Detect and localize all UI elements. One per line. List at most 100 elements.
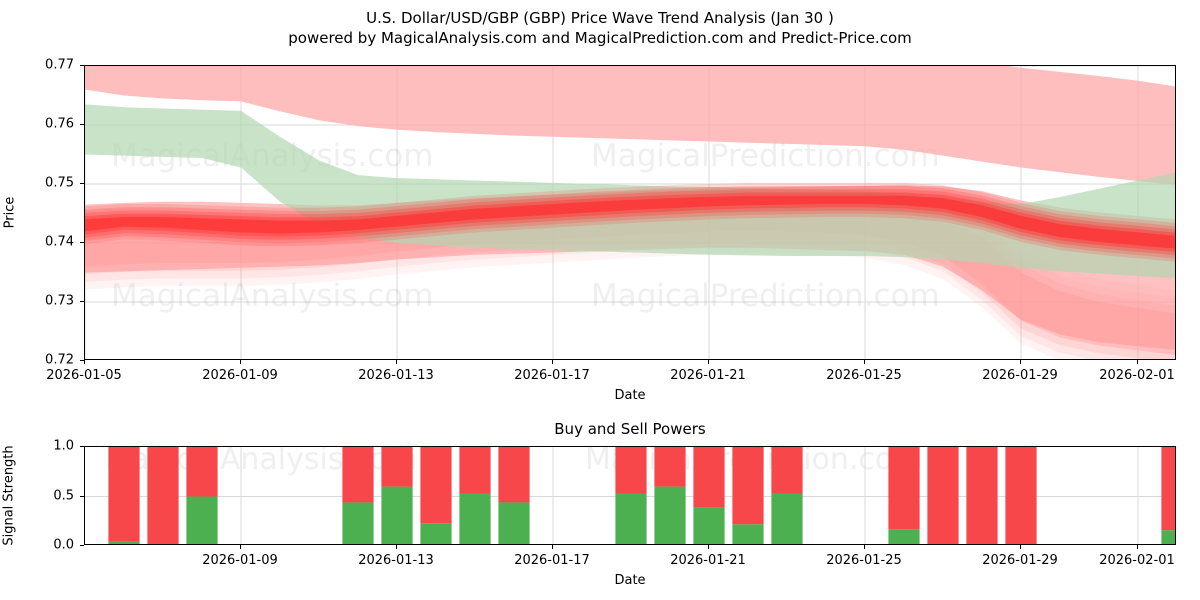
price-x-tick-label: 2026-01-25 xyxy=(826,368,902,383)
bar-segment-buy xyxy=(732,524,764,544)
bar-segment-sell xyxy=(732,447,764,525)
bar-group xyxy=(147,447,179,544)
price-x-tick-mark xyxy=(1020,360,1021,364)
price-y-axis-label: Price xyxy=(2,196,18,228)
bar-segment-buy xyxy=(459,493,491,544)
bar-group xyxy=(108,447,140,544)
price-band-core-red-band xyxy=(85,189,1175,256)
price-x-tick-mark xyxy=(396,360,397,364)
price-y-tick-label: 0.76 xyxy=(45,116,74,132)
price-x-tick-mark xyxy=(552,360,553,364)
price-y-tick-label: 0.72 xyxy=(45,352,74,368)
bar-group xyxy=(693,447,725,544)
price-y-tick-mark xyxy=(80,242,84,243)
bar-group xyxy=(927,447,959,544)
bar-group xyxy=(615,447,647,544)
bar-segment-sell xyxy=(420,447,452,524)
bar-group xyxy=(966,447,998,544)
bars-y-tick-mark xyxy=(80,495,84,497)
price-x-axis-label: Date xyxy=(614,388,646,403)
bars-x-tick-label: 2026-01-17 xyxy=(514,553,590,568)
price-band-core-red-band xyxy=(85,192,1175,252)
bars-y-tick-label: 0.5 xyxy=(53,488,74,503)
bar-segment-buy xyxy=(771,493,803,544)
bars-x-tick-mark xyxy=(240,545,241,549)
bar-group xyxy=(654,447,686,544)
bar-group xyxy=(381,447,413,544)
price-y-tick-label: 0.73 xyxy=(45,293,74,309)
bar-segment-sell xyxy=(108,447,140,542)
price-x-tick-mark xyxy=(1137,360,1138,364)
bar-segment-buy xyxy=(654,486,686,544)
bars-x-tick-label: 2026-01-13 xyxy=(358,553,434,568)
bar-segment-sell xyxy=(459,447,491,494)
bar-group xyxy=(498,447,530,544)
bar-group xyxy=(186,447,218,544)
price-band-faint-lower-red-tails xyxy=(85,213,1175,355)
price-x-tick-label: 2026-02-01 xyxy=(1099,368,1175,383)
watermark-text: MagicalAnalysis.com xyxy=(111,278,433,314)
bars-x-tick-mark xyxy=(708,545,709,549)
bar-segment-buy xyxy=(615,493,647,544)
bar-group xyxy=(1161,447,1175,544)
bar-group xyxy=(771,447,803,544)
bar-group xyxy=(342,447,374,544)
price-band-core-red-band xyxy=(85,186,1175,259)
price-y-tick-mark xyxy=(80,65,84,66)
bar-segment-sell xyxy=(1161,447,1175,531)
bar-segment-buy xyxy=(381,486,413,544)
bars-y-tick-mark xyxy=(80,446,84,447)
bar-group xyxy=(1005,447,1037,544)
price-x-tick-mark xyxy=(84,360,85,364)
bar-segment-sell xyxy=(342,447,374,503)
bar-group xyxy=(888,447,920,544)
bars-y-axis-label: Signal Strength xyxy=(1,444,17,546)
chart-title-block: U.S. Dollar/USD/GBP (GBP) Price Wave Tre… xyxy=(0,8,1200,48)
price-wave-plot: MagicalAnalysis.com MagicalPrediction.com… xyxy=(84,65,1176,360)
bar-segment-sell xyxy=(498,447,530,503)
price-y-tick-label: 0.77 xyxy=(45,57,74,73)
bar-segment-sell xyxy=(888,447,920,530)
bar-segment-sell xyxy=(147,447,179,544)
price-x-tick-label: 2026-01-09 xyxy=(202,368,278,383)
price-x-tick-label: 2026-01-17 xyxy=(514,368,590,383)
price-wave-svg: MagicalAnalysis.com MagicalPrediction.com… xyxy=(85,66,1175,359)
bars-x-tick-label: 2026-01-29 xyxy=(982,553,1058,568)
page-title: U.S. Dollar/USD/GBP (GBP) Price Wave Tre… xyxy=(366,9,834,27)
price-x-tick-label: 2026-01-21 xyxy=(670,368,746,383)
price-band-core-red-band xyxy=(85,182,1175,262)
bars-x-tick-mark xyxy=(1020,545,1021,549)
price-x-tick-label: 2026-01-13 xyxy=(358,368,434,383)
price-y-tick-label: 0.75 xyxy=(45,175,74,191)
bar-segment-buy xyxy=(1161,530,1175,544)
bars-x-tick-mark xyxy=(396,545,397,549)
bar-segment-sell xyxy=(1005,447,1037,544)
bars-y-tick-mark xyxy=(80,545,84,546)
bars-x-axis-label: Date xyxy=(614,573,646,588)
price-y-tick-mark xyxy=(80,360,84,361)
bars-x-tick-label: 2026-02-01 xyxy=(1099,553,1175,568)
price-band-core-red-band xyxy=(85,195,1175,249)
bars-x-tick-label: 2026-01-09 xyxy=(202,553,278,568)
price-y-tick-mark xyxy=(80,183,84,184)
bars-y-tick-label: 0.0 xyxy=(53,537,74,553)
bar-segment-sell xyxy=(654,447,686,487)
price-y-tick-mark xyxy=(80,301,84,302)
bars-x-tick-label: 2026-01-21 xyxy=(670,553,746,568)
price-band-green-wave-band xyxy=(85,104,1175,279)
bars-x-tick-mark xyxy=(864,545,865,549)
price-x-tick-mark xyxy=(708,360,709,364)
bar-segment-buy xyxy=(108,541,140,544)
price-y-tick-mark xyxy=(80,124,84,125)
bar-segment-sell xyxy=(771,447,803,494)
price-x-tick-mark xyxy=(864,360,865,364)
bars-panel-title: Buy and Sell Powers xyxy=(554,420,706,438)
bar-group xyxy=(459,447,491,544)
price-x-tick-mark xyxy=(240,360,241,364)
bar-segment-buy xyxy=(342,502,374,544)
bar-segment-sell xyxy=(381,447,413,487)
price-x-tick-label: 2026-01-05 xyxy=(46,368,122,383)
price-x-tick-label: 2026-01-29 xyxy=(982,368,1058,383)
